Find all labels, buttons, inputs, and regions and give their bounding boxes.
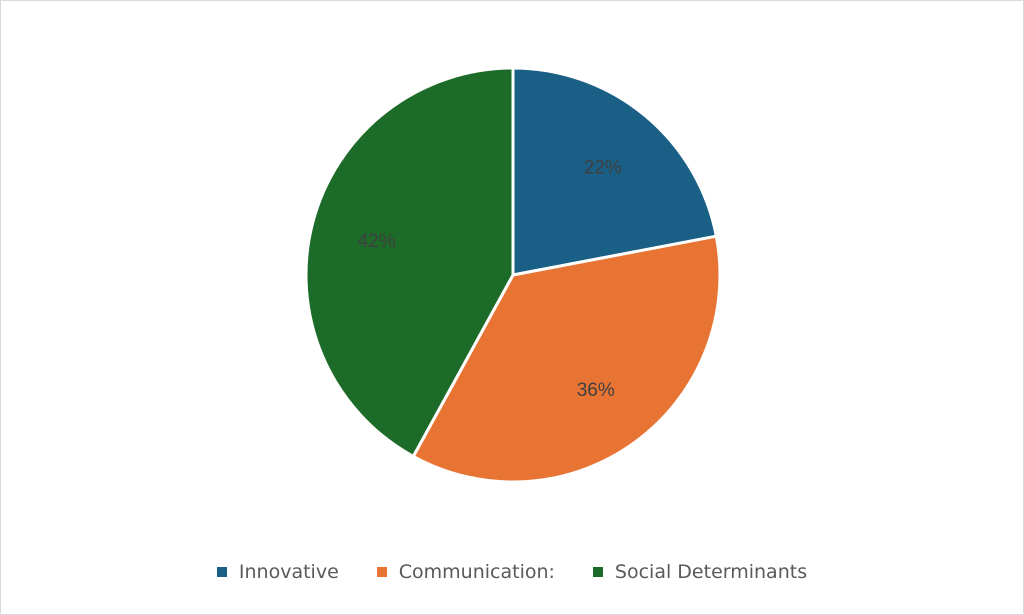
legend-item-innovative[interactable]: Innovative	[216, 561, 339, 583]
data-labels: 22% 36% 42%	[358, 158, 622, 401]
legend-label: Innovative	[238, 561, 339, 583]
legend-item-social-determinants[interactable]: Social Determinants	[592, 561, 808, 583]
slice-social-determinants[interactable]	[304, 66, 515, 459]
data-label: 36%	[577, 380, 615, 401]
data-label: 42%	[358, 231, 396, 252]
slice-innovative[interactable]	[511, 66, 719, 277]
legend-swatch-icon	[592, 567, 603, 577]
slice-communication[interactable]	[411, 234, 722, 484]
legend: Innovative Communication: Social Determi…	[1, 561, 1023, 583]
pie-slices	[304, 66, 722, 484]
legend-swatch-icon	[376, 567, 387, 577]
legend-item-communication[interactable]: Communication:	[376, 561, 555, 583]
legend-swatch-icon	[216, 567, 227, 577]
data-label: 22%	[584, 158, 622, 179]
legend-label: Social Determinants	[614, 561, 808, 583]
legend-label: Communication:	[398, 561, 555, 583]
